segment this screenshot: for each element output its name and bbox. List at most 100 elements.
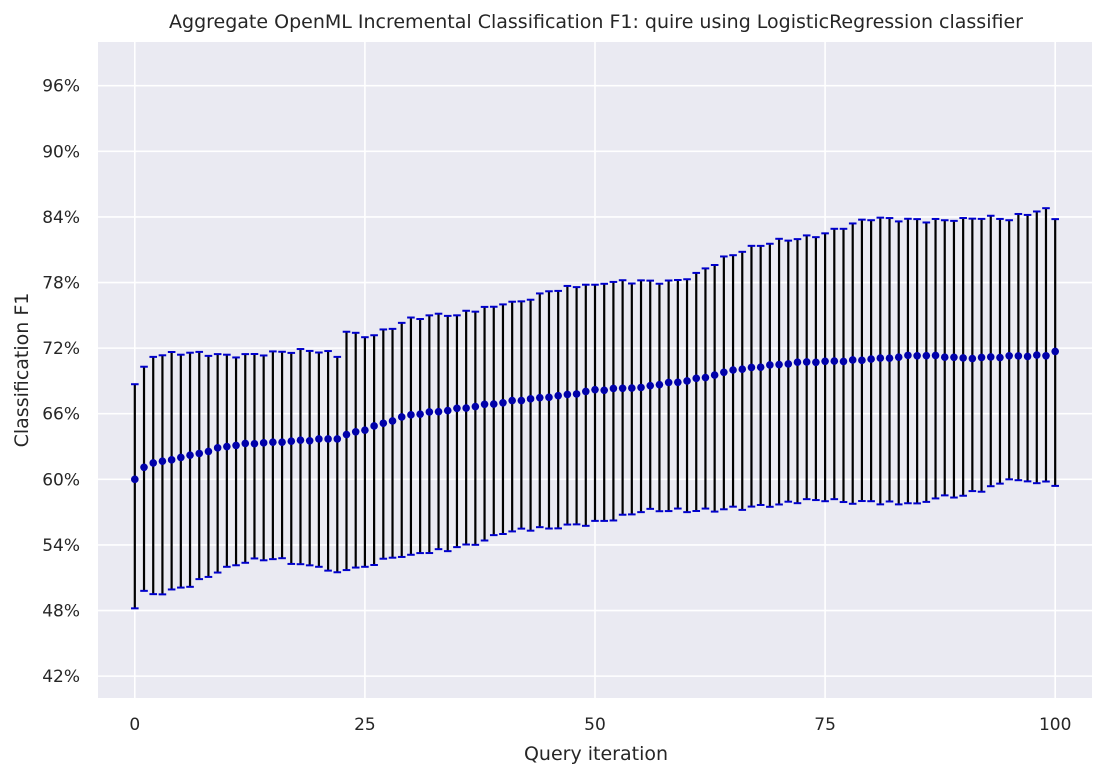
mean-point bbox=[821, 357, 829, 366]
y-axis-label: Classification F1 bbox=[11, 293, 33, 448]
mean-point bbox=[858, 356, 866, 365]
mean-point bbox=[241, 439, 250, 448]
mean-point bbox=[232, 441, 240, 450]
mean-point bbox=[443, 406, 452, 415]
mean-point bbox=[885, 354, 894, 362]
mean-point bbox=[591, 385, 599, 394]
mean-point bbox=[600, 386, 609, 395]
mean-point bbox=[729, 366, 737, 374]
mean-point bbox=[812, 358, 820, 367]
mean-point bbox=[674, 378, 682, 387]
y-tick-label: 54% bbox=[42, 536, 80, 556]
mean-point bbox=[508, 396, 516, 405]
mean-point bbox=[1005, 351, 1013, 360]
mean-point bbox=[379, 419, 388, 428]
mean-point bbox=[1014, 352, 1023, 360]
mean-point bbox=[664, 378, 673, 387]
mean-point bbox=[1023, 352, 1032, 361]
mean-point bbox=[195, 449, 204, 458]
mean-point bbox=[416, 410, 424, 418]
mean-point bbox=[968, 354, 977, 363]
mean-point bbox=[720, 368, 728, 377]
mean-point bbox=[167, 456, 176, 464]
mean-point bbox=[149, 459, 158, 467]
mean-point bbox=[434, 407, 443, 416]
mean-point bbox=[646, 381, 655, 390]
y-tick-label: 42% bbox=[42, 667, 80, 687]
y-tick-label: 66% bbox=[42, 405, 80, 425]
mean-point bbox=[213, 444, 222, 452]
mean-point bbox=[517, 396, 526, 405]
mean-point bbox=[131, 475, 139, 484]
error-bars bbox=[131, 207, 1059, 610]
mean-point bbox=[471, 402, 480, 411]
mean-point bbox=[738, 365, 747, 373]
mean-point bbox=[462, 404, 470, 412]
mean-point bbox=[637, 383, 645, 392]
mean-point bbox=[370, 422, 378, 430]
mean-point bbox=[489, 400, 498, 408]
mean-points bbox=[131, 347, 1059, 484]
y-tick-label: 84% bbox=[42, 208, 80, 228]
mean-point bbox=[499, 399, 507, 407]
mean-point bbox=[628, 384, 636, 392]
x-axis-ticks: 0 25 50 75 100 bbox=[129, 715, 1071, 735]
x-tick-label: 25 bbox=[354, 715, 376, 735]
mean-point bbox=[324, 435, 332, 443]
mean-point bbox=[784, 360, 793, 368]
y-axis-ticks: 42% 48% 54% 60% 66% 72% 78% 84% 90% 96% bbox=[42, 77, 80, 687]
mean-point bbox=[223, 442, 231, 451]
mean-point bbox=[453, 404, 461, 413]
y-tick-label: 96% bbox=[42, 77, 80, 97]
mean-point bbox=[986, 353, 995, 361]
mean-point bbox=[618, 384, 627, 393]
mean-point bbox=[996, 353, 1004, 362]
y-tick-label: 60% bbox=[42, 470, 80, 490]
mean-point bbox=[913, 351, 921, 360]
mean-point bbox=[959, 354, 967, 362]
mean-point bbox=[545, 393, 553, 402]
chart-title: Aggregate OpenML Incremental Classificat… bbox=[169, 11, 1023, 33]
mean-point bbox=[269, 438, 277, 446]
mean-point bbox=[710, 371, 719, 379]
mean-point bbox=[554, 391, 562, 400]
mean-point bbox=[407, 411, 415, 419]
mean-point bbox=[1051, 347, 1059, 356]
mean-point bbox=[609, 384, 618, 393]
mean-point bbox=[140, 463, 148, 472]
mean-point bbox=[480, 400, 489, 409]
mean-point bbox=[351, 427, 360, 436]
mean-point bbox=[259, 439, 268, 447]
mean-point bbox=[683, 377, 691, 385]
mean-point bbox=[655, 380, 664, 389]
mean-point bbox=[204, 447, 213, 456]
mean-point bbox=[701, 373, 710, 382]
x-tick-label: 0 bbox=[129, 715, 140, 735]
mean-point bbox=[315, 435, 323, 443]
mean-point bbox=[830, 357, 839, 365]
mean-point bbox=[425, 408, 434, 416]
mean-point bbox=[287, 437, 296, 446]
x-tick-label: 75 bbox=[814, 715, 836, 735]
mean-point bbox=[747, 363, 756, 372]
mean-point bbox=[876, 354, 885, 362]
mean-point bbox=[186, 451, 194, 460]
mean-point bbox=[581, 387, 590, 396]
mean-point bbox=[692, 374, 701, 383]
mean-point bbox=[333, 435, 342, 443]
mean-point bbox=[756, 363, 765, 372]
mean-point bbox=[1032, 351, 1041, 359]
mean-point bbox=[361, 426, 369, 434]
mean-point bbox=[867, 355, 875, 363]
mean-point bbox=[177, 453, 185, 462]
mean-point bbox=[296, 436, 305, 445]
mean-point bbox=[388, 417, 397, 425]
y-tick-label: 48% bbox=[42, 602, 80, 622]
mean-point bbox=[250, 439, 259, 448]
mean-point bbox=[397, 413, 406, 421]
mean-point bbox=[904, 351, 912, 360]
x-tick-label: 100 bbox=[1039, 715, 1071, 735]
mean-point bbox=[766, 361, 774, 369]
mean-point bbox=[931, 351, 940, 360]
